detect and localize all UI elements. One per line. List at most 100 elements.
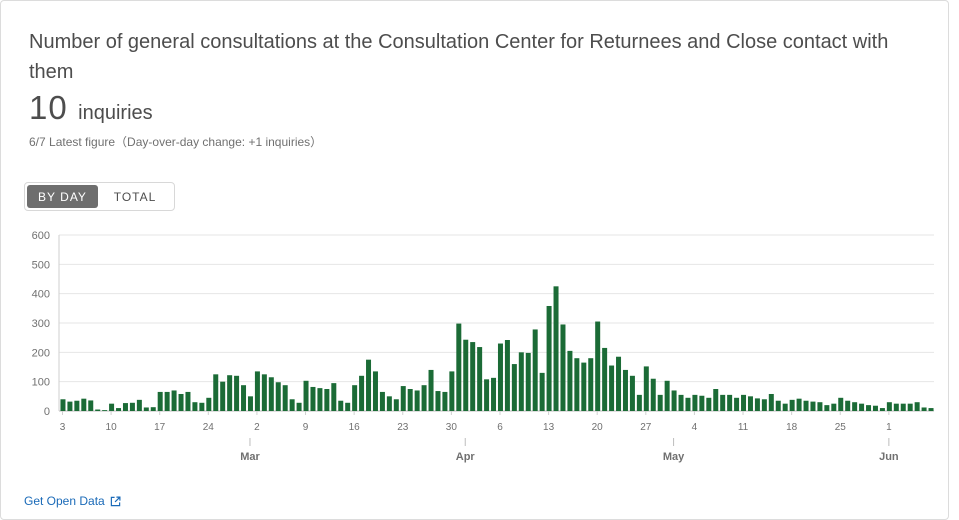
bar (477, 347, 483, 411)
bar (261, 374, 267, 411)
latest-figure: 10 inquiries (29, 89, 153, 127)
bar (706, 397, 712, 411)
total-button[interactable]: TOTAL (113, 189, 157, 204)
bar (116, 408, 122, 411)
bar (199, 402, 205, 411)
y-tick-label: 300 (32, 318, 50, 330)
x-tick-label: 11 (738, 422, 749, 433)
bar (150, 407, 156, 411)
y-tick-label: 200 (32, 347, 50, 359)
month-label: Jun (879, 451, 899, 463)
bar (282, 385, 288, 411)
bar (331, 383, 337, 411)
y-axis: 0 100 200 300 400 500 600 (32, 230, 50, 418)
bar (859, 403, 865, 411)
get-open-data-link[interactable]: Get Open Data (24, 494, 121, 508)
bar (88, 400, 94, 411)
bar (192, 402, 198, 411)
bar (511, 364, 517, 411)
x-tick-label: 18 (786, 422, 798, 433)
bar (234, 375, 240, 411)
bar (886, 402, 892, 411)
by-day-button[interactable]: BY DAY (27, 185, 98, 208)
bar (866, 405, 872, 411)
bar (164, 391, 170, 411)
y-tick-label: 100 (32, 377, 50, 389)
bar (463, 339, 469, 411)
x-tick-label: 30 (446, 422, 458, 433)
bar (109, 403, 115, 411)
bar (60, 399, 66, 411)
x-tick-label: 1 (886, 422, 892, 433)
bar (345, 402, 351, 411)
bar (518, 352, 524, 411)
bar (928, 408, 934, 411)
x-tick-label: 20 (592, 422, 604, 433)
bar (796, 398, 802, 411)
chart-title: Number of general consultations at the C… (29, 31, 889, 83)
bar (324, 389, 330, 411)
bar (435, 391, 441, 411)
bar (629, 375, 635, 411)
bar (720, 394, 726, 411)
bar (213, 374, 219, 411)
bar (692, 394, 698, 411)
bar (595, 321, 601, 411)
bar (553, 286, 559, 411)
bar (122, 403, 128, 411)
bar (414, 390, 420, 411)
bar (442, 391, 448, 411)
bar (845, 400, 851, 411)
bar (227, 375, 233, 411)
bar (178, 393, 184, 411)
bar (727, 394, 733, 411)
bar (289, 399, 295, 411)
bar (491, 377, 497, 411)
bar (74, 400, 80, 411)
y-tick-label: 0 (44, 406, 50, 418)
bar (338, 400, 344, 411)
bar (220, 381, 226, 411)
bar (817, 402, 823, 411)
bar (241, 385, 247, 411)
bar (366, 359, 372, 411)
bar (296, 402, 302, 411)
bar (136, 399, 142, 411)
bar (664, 380, 670, 411)
x-tick-label: 9 (303, 422, 309, 433)
latest-value: 10 (29, 89, 68, 126)
bar (456, 323, 462, 411)
bar (157, 391, 163, 411)
bar (185, 391, 191, 411)
bar (428, 369, 434, 411)
bar (470, 342, 476, 411)
bar (95, 409, 101, 411)
bar (699, 395, 705, 411)
bar (484, 379, 490, 411)
bar (741, 394, 747, 411)
bar (81, 398, 87, 411)
bar (393, 399, 399, 411)
bar (379, 391, 385, 411)
get-open-data-label: Get Open Data (24, 494, 105, 508)
bar (921, 407, 927, 411)
bar (546, 305, 552, 411)
bar (497, 343, 503, 411)
bar (636, 394, 642, 411)
bar (102, 410, 108, 411)
bar (914, 402, 920, 411)
grid-lines (58, 234, 934, 412)
bar (504, 340, 510, 411)
bar (671, 390, 677, 411)
month-label: Mar (240, 451, 260, 463)
x-tick-label: 25 (835, 422, 847, 433)
bar (900, 403, 906, 411)
bar (372, 371, 378, 411)
bar (449, 371, 455, 411)
bar (581, 362, 587, 411)
bar (560, 324, 566, 411)
x-tick-label: 4 (692, 422, 698, 433)
month-label: May (663, 451, 685, 463)
bar (143, 407, 149, 411)
